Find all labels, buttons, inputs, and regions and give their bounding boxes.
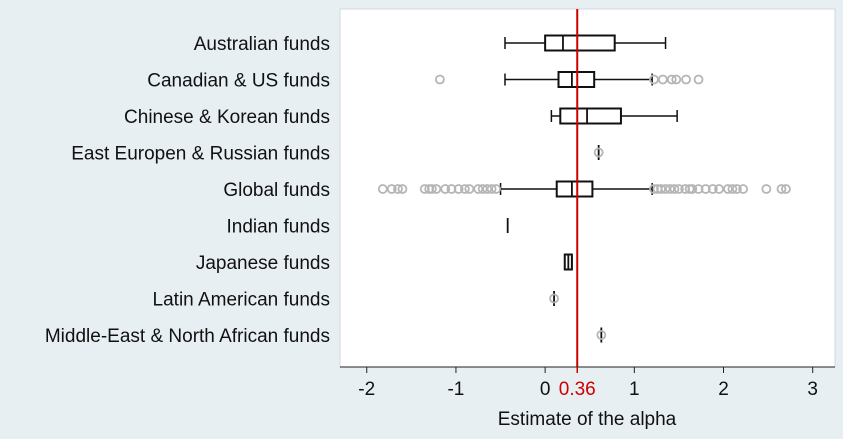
outlier-point [477, 184, 488, 194]
x-axis: -2 -1 0 1 2 3 0.36 [340, 366, 835, 400]
outlier-point [473, 184, 484, 194]
outlier-point [386, 184, 397, 194]
iqr-box [544, 34, 616, 52]
category-label: East Europen & Russian funds [71, 144, 330, 165]
outlier-point [781, 184, 791, 194]
iqr-box [559, 107, 622, 125]
x-tick-label: 3 [807, 379, 818, 400]
outlier-point [431, 184, 442, 194]
outlier-point [776, 184, 787, 194]
outlier-point [657, 74, 668, 85]
outlier-point [707, 184, 718, 194]
reference-tick-label: 0.36 [559, 379, 596, 400]
outlier-point [665, 184, 675, 194]
category-label: Japanese funds [196, 253, 330, 274]
category-label: Chinese & Korean funds [124, 107, 330, 128]
x-tick-label: 1 [629, 379, 640, 400]
x-tick-label: -2 [358, 379, 375, 400]
box-group [596, 327, 607, 343]
outlier-point [549, 293, 559, 304]
outlier-point [671, 74, 682, 85]
box-group [504, 34, 667, 52]
box-group [563, 253, 573, 271]
outlier-point [440, 184, 451, 194]
box-group [549, 291, 559, 306]
box-group [377, 180, 791, 198]
category-label: Australian funds [194, 34, 330, 55]
outlier-point [397, 184, 408, 194]
outlier-point [687, 184, 698, 194]
outlier-point [453, 184, 464, 194]
iqr-box [555, 180, 594, 198]
outlier-point [426, 184, 437, 194]
category-label: Latin American funds [153, 290, 330, 311]
outlier-point [393, 184, 403, 194]
box-group [550, 107, 678, 125]
outlier-point [666, 74, 677, 85]
outlier-point [596, 330, 607, 340]
outlier-point [459, 184, 470, 194]
plot-area [339, 8, 836, 368]
outlier-point [731, 184, 742, 194]
outlier-point [714, 184, 724, 194]
outlier-point [491, 184, 501, 194]
category-label: Global funds [223, 180, 330, 201]
category-label: Indian funds [226, 217, 330, 238]
category-label: Canadian & US funds [147, 71, 330, 92]
outlier-point [674, 184, 684, 194]
outlier-point [486, 184, 497, 194]
outlier-point [593, 147, 604, 158]
outlier-point [482, 184, 493, 194]
box-group [593, 145, 604, 160]
outlier-point [681, 74, 691, 85]
outlier-point [434, 74, 445, 85]
outlier-point [738, 184, 749, 194]
outlier-point [464, 184, 475, 194]
x-tick-label: -1 [447, 379, 464, 400]
outlier-point [669, 184, 680, 194]
outlier-point [693, 74, 704, 85]
outlier-point [377, 184, 388, 194]
x-tick-label: 2 [718, 379, 729, 400]
x-tick-label: 0 [540, 379, 551, 400]
x-axis-title: Estimate of the alpha [498, 409, 677, 430]
outlier-point [660, 184, 671, 194]
category-labels-layer: Australian funds Canadian & US funds Chine… [45, 34, 330, 347]
outlier-point [727, 184, 738, 194]
outlier-point [649, 74, 659, 85]
outlier-point [723, 184, 733, 194]
category-label: Middle-East & North African funds [45, 326, 330, 347]
outlier-point [656, 184, 666, 194]
outlier-point [761, 184, 772, 194]
